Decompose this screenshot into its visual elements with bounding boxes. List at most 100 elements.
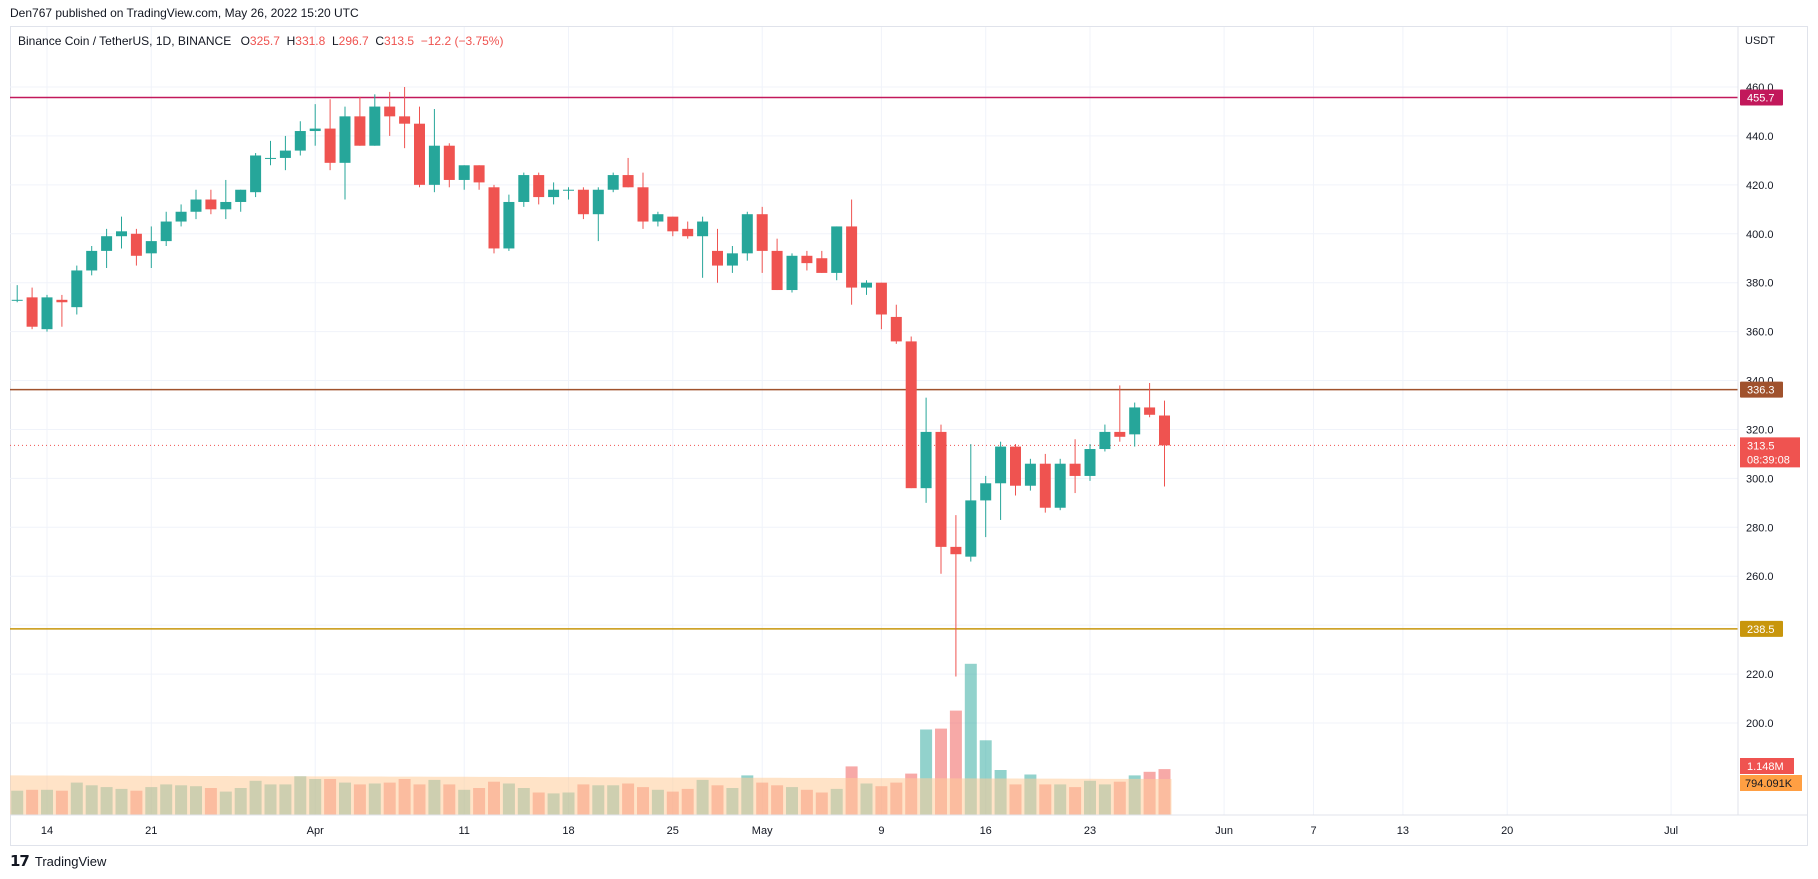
candle[interactable]: [756, 206, 768, 273]
candle[interactable]: [726, 246, 738, 273]
candle[interactable]: [458, 165, 470, 190]
candle-body: [726, 253, 738, 266]
candle-body: [980, 483, 992, 501]
candle[interactable]: [56, 294, 68, 327]
candle[interactable]: [220, 179, 232, 220]
candle[interactable]: [890, 304, 902, 344]
candle-body: [831, 226, 843, 273]
candle[interactable]: [339, 106, 351, 200]
candle[interactable]: [1099, 424, 1111, 452]
candle[interactable]: [369, 94, 381, 146]
candle[interactable]: [816, 250, 828, 273]
candle[interactable]: [667, 216, 679, 237]
symbol-name[interactable]: Binance Coin / TetherUS, 1D, BINANCE: [18, 34, 232, 48]
candle[interactable]: [592, 187, 604, 242]
candle-body: [503, 201, 515, 249]
candle[interactable]: [175, 204, 187, 227]
candle[interactable]: [1144, 382, 1156, 418]
candle[interactable]: [563, 187, 574, 200]
candle[interactable]: [861, 280, 872, 295]
candle[interactable]: [1054, 458, 1066, 511]
candle[interactable]: [11, 285, 23, 303]
candle[interactable]: [354, 96, 366, 146]
candle-body: [190, 199, 202, 212]
candle[interactable]: [1129, 402, 1141, 447]
candle[interactable]: [41, 294, 53, 332]
candle[interactable]: [503, 194, 515, 251]
candle-body: [861, 282, 872, 288]
candle[interactable]: [607, 172, 619, 193]
candle[interactable]: [875, 282, 887, 330]
candle[interactable]: [920, 397, 932, 503]
footer-brand[interactable]: 𝟭𝟳 TradingView: [10, 852, 106, 870]
candle[interactable]: [399, 87, 411, 149]
candle[interactable]: [384, 91, 396, 136]
candle[interactable]: [995, 441, 1007, 520]
candle[interactable]: [101, 228, 113, 269]
candle[interactable]: [279, 135, 291, 171]
candle[interactable]: [533, 172, 545, 205]
candle[interactable]: [86, 246, 98, 276]
candle-body: [26, 297, 38, 327]
candle[interactable]: [145, 226, 157, 269]
candle[interactable]: [518, 172, 530, 207]
time-tick-label: 9: [878, 825, 884, 837]
candle-body: [1039, 463, 1051, 508]
candle-body: [205, 199, 217, 210]
candle[interactable]: [548, 182, 560, 205]
candle[interactable]: [71, 265, 83, 315]
candle[interactable]: [905, 336, 917, 489]
candle[interactable]: [294, 121, 306, 156]
candle[interactable]: [741, 211, 753, 261]
candle[interactable]: [1039, 453, 1051, 513]
candle[interactable]: [414, 106, 425, 188]
candle[interactable]: [26, 287, 38, 330]
candle[interactable]: [324, 99, 336, 171]
volume-ma-area: [10, 775, 1172, 815]
candle-body: [309, 128, 321, 132]
candle-body: [577, 189, 589, 215]
candle[interactable]: [577, 187, 589, 220]
candle[interactable]: [1010, 444, 1021, 496]
candle-body: [965, 500, 977, 557]
candle[interactable]: [652, 211, 664, 227]
candle[interactable]: [265, 140, 276, 166]
candle[interactable]: [712, 228, 723, 283]
candle[interactable]: [309, 104, 321, 146]
candle[interactable]: [1114, 385, 1126, 442]
candle[interactable]: [950, 515, 962, 677]
candle[interactable]: [935, 424, 947, 574]
candle[interactable]: [116, 216, 127, 249]
candle[interactable]: [771, 238, 783, 291]
candle-body: [414, 123, 425, 185]
candle[interactable]: [190, 189, 202, 220]
candle[interactable]: [1069, 439, 1081, 494]
candle[interactable]: [205, 189, 217, 215]
candle[interactable]: [786, 253, 798, 293]
candle[interactable]: [250, 153, 262, 198]
candle[interactable]: [831, 226, 843, 281]
candle-body: [1010, 446, 1021, 486]
candle[interactable]: [1159, 400, 1170, 487]
candle[interactable]: [130, 228, 142, 266]
candle[interactable]: [235, 189, 247, 212]
price-tick-label: 360.0: [1746, 327, 1774, 339]
volume-last-tag-bg: [1740, 758, 1794, 774]
candle[interactable]: [1024, 458, 1036, 491]
candle[interactable]: [697, 216, 709, 278]
candle[interactable]: [846, 199, 858, 305]
candle[interactable]: [443, 143, 455, 188]
candle[interactable]: [622, 157, 634, 188]
candle[interactable]: [428, 109, 440, 193]
candle[interactable]: [965, 444, 977, 562]
candle-body: [935, 431, 947, 547]
candle[interactable]: [473, 165, 485, 190]
candle[interactable]: [488, 184, 500, 254]
candle[interactable]: [682, 221, 694, 239]
candle[interactable]: [1084, 444, 1096, 481]
candle[interactable]: [801, 250, 813, 271]
candle[interactable]: [980, 475, 992, 538]
candle[interactable]: [160, 211, 172, 246]
candle[interactable]: [637, 172, 649, 229]
